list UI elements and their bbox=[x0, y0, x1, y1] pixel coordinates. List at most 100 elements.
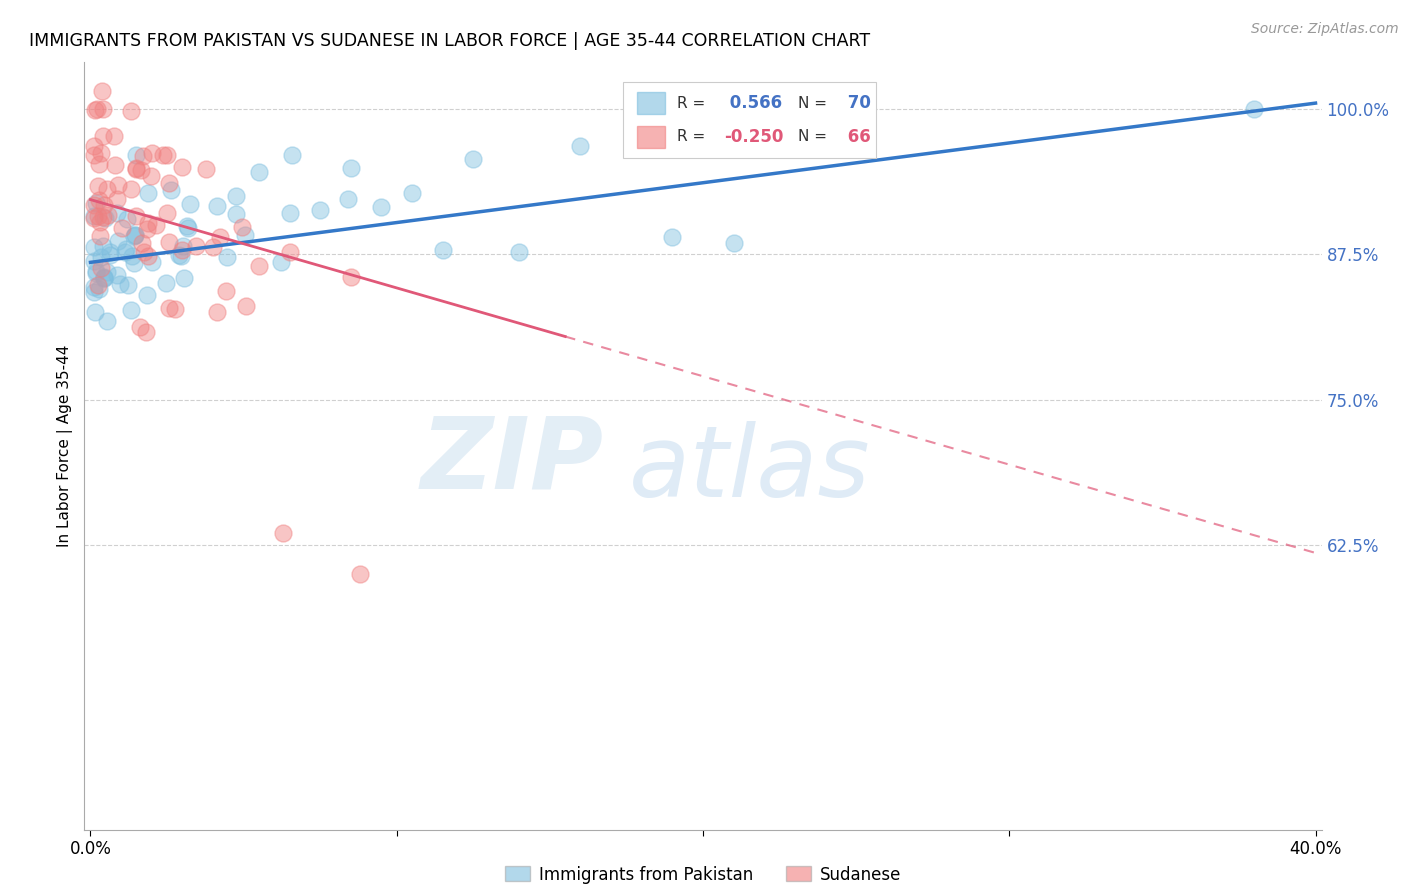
Point bbox=[141, 145, 163, 160]
Point bbox=[723, 235, 745, 250]
Point bbox=[89, 194, 111, 208]
Point bbox=[280, 148, 302, 162]
Point bbox=[117, 278, 139, 293]
Point bbox=[155, 276, 177, 290]
Point bbox=[83, 280, 105, 294]
Point bbox=[91, 84, 114, 98]
Point bbox=[83, 253, 105, 268]
Point bbox=[136, 186, 159, 200]
Point bbox=[93, 198, 115, 212]
Point bbox=[87, 156, 110, 170]
Point bbox=[94, 211, 117, 226]
Point bbox=[87, 209, 110, 223]
Point bbox=[91, 211, 114, 225]
Point bbox=[124, 227, 146, 242]
Point bbox=[201, 240, 224, 254]
Point bbox=[103, 128, 125, 143]
Point bbox=[225, 189, 247, 203]
Point bbox=[131, 236, 153, 251]
Text: IMMIGRANTS FROM PAKISTAN VS SUDANESE IN LABOR FORCE | AGE 35-44 CORRELATION CHAR: IMMIGRANTS FROM PAKISTAN VS SUDANESE IN … bbox=[28, 32, 870, 50]
Point bbox=[157, 235, 180, 249]
Point bbox=[349, 566, 371, 581]
Point bbox=[340, 269, 363, 284]
Text: R =: R = bbox=[678, 129, 706, 145]
Point bbox=[152, 148, 174, 162]
Point bbox=[122, 256, 145, 270]
Point bbox=[93, 270, 115, 285]
Point bbox=[156, 148, 179, 162]
Point bbox=[125, 161, 148, 175]
Point bbox=[125, 209, 148, 223]
FancyBboxPatch shape bbox=[637, 126, 665, 147]
Point bbox=[96, 181, 118, 195]
Y-axis label: In Labor Force | Age 35-44: In Labor Force | Age 35-44 bbox=[58, 345, 73, 547]
Point bbox=[569, 138, 592, 153]
Point bbox=[270, 254, 292, 268]
Point bbox=[83, 198, 105, 212]
Point bbox=[121, 249, 143, 263]
Point bbox=[225, 207, 247, 221]
Point bbox=[107, 235, 129, 249]
Text: ZIP: ZIP bbox=[420, 413, 605, 510]
Text: R =: R = bbox=[678, 95, 706, 111]
FancyBboxPatch shape bbox=[623, 81, 876, 158]
Point bbox=[247, 259, 270, 273]
Point bbox=[87, 282, 110, 296]
Point bbox=[114, 244, 136, 259]
Point bbox=[235, 299, 257, 313]
Point bbox=[432, 243, 454, 257]
Point bbox=[83, 211, 105, 226]
Point bbox=[215, 284, 238, 298]
Point bbox=[84, 266, 107, 280]
Point bbox=[90, 145, 112, 160]
Point bbox=[135, 221, 157, 235]
Point bbox=[91, 129, 114, 144]
Point bbox=[156, 205, 179, 219]
Point bbox=[124, 228, 146, 243]
Point bbox=[83, 240, 105, 254]
Point bbox=[120, 182, 142, 196]
Point bbox=[83, 285, 105, 299]
Point bbox=[463, 152, 485, 166]
Point bbox=[98, 248, 121, 262]
Text: 0.566: 0.566 bbox=[724, 94, 782, 112]
Point bbox=[247, 165, 270, 179]
FancyBboxPatch shape bbox=[637, 93, 665, 114]
Legend: Immigrants from Pakistan, Sudanese: Immigrants from Pakistan, Sudanese bbox=[499, 859, 907, 890]
Point bbox=[160, 183, 183, 197]
Point bbox=[145, 218, 167, 232]
Point bbox=[96, 265, 118, 279]
Point bbox=[273, 526, 295, 541]
Point bbox=[336, 192, 359, 206]
Point bbox=[278, 245, 301, 260]
Point bbox=[107, 178, 129, 193]
Point bbox=[141, 255, 163, 269]
Point bbox=[96, 314, 118, 328]
Point bbox=[508, 245, 530, 260]
Point bbox=[125, 148, 148, 162]
Point bbox=[173, 271, 195, 285]
Point bbox=[124, 228, 146, 243]
Point bbox=[207, 305, 229, 319]
Point bbox=[105, 192, 128, 206]
Point bbox=[215, 250, 238, 264]
Point bbox=[370, 200, 392, 214]
Point bbox=[104, 158, 127, 172]
Point bbox=[157, 301, 180, 315]
Point bbox=[89, 215, 111, 229]
Point bbox=[128, 320, 150, 334]
Point bbox=[108, 277, 131, 291]
Point bbox=[136, 249, 159, 263]
Point bbox=[176, 219, 198, 233]
Point bbox=[93, 271, 115, 285]
Point bbox=[135, 287, 157, 301]
Point bbox=[169, 247, 191, 261]
Point bbox=[90, 261, 112, 276]
Point bbox=[91, 239, 114, 253]
Point bbox=[90, 250, 112, 264]
Text: atlas: atlas bbox=[628, 420, 870, 517]
Point bbox=[84, 264, 107, 278]
Point bbox=[129, 163, 152, 178]
Point bbox=[1243, 102, 1265, 116]
Point bbox=[170, 249, 193, 263]
